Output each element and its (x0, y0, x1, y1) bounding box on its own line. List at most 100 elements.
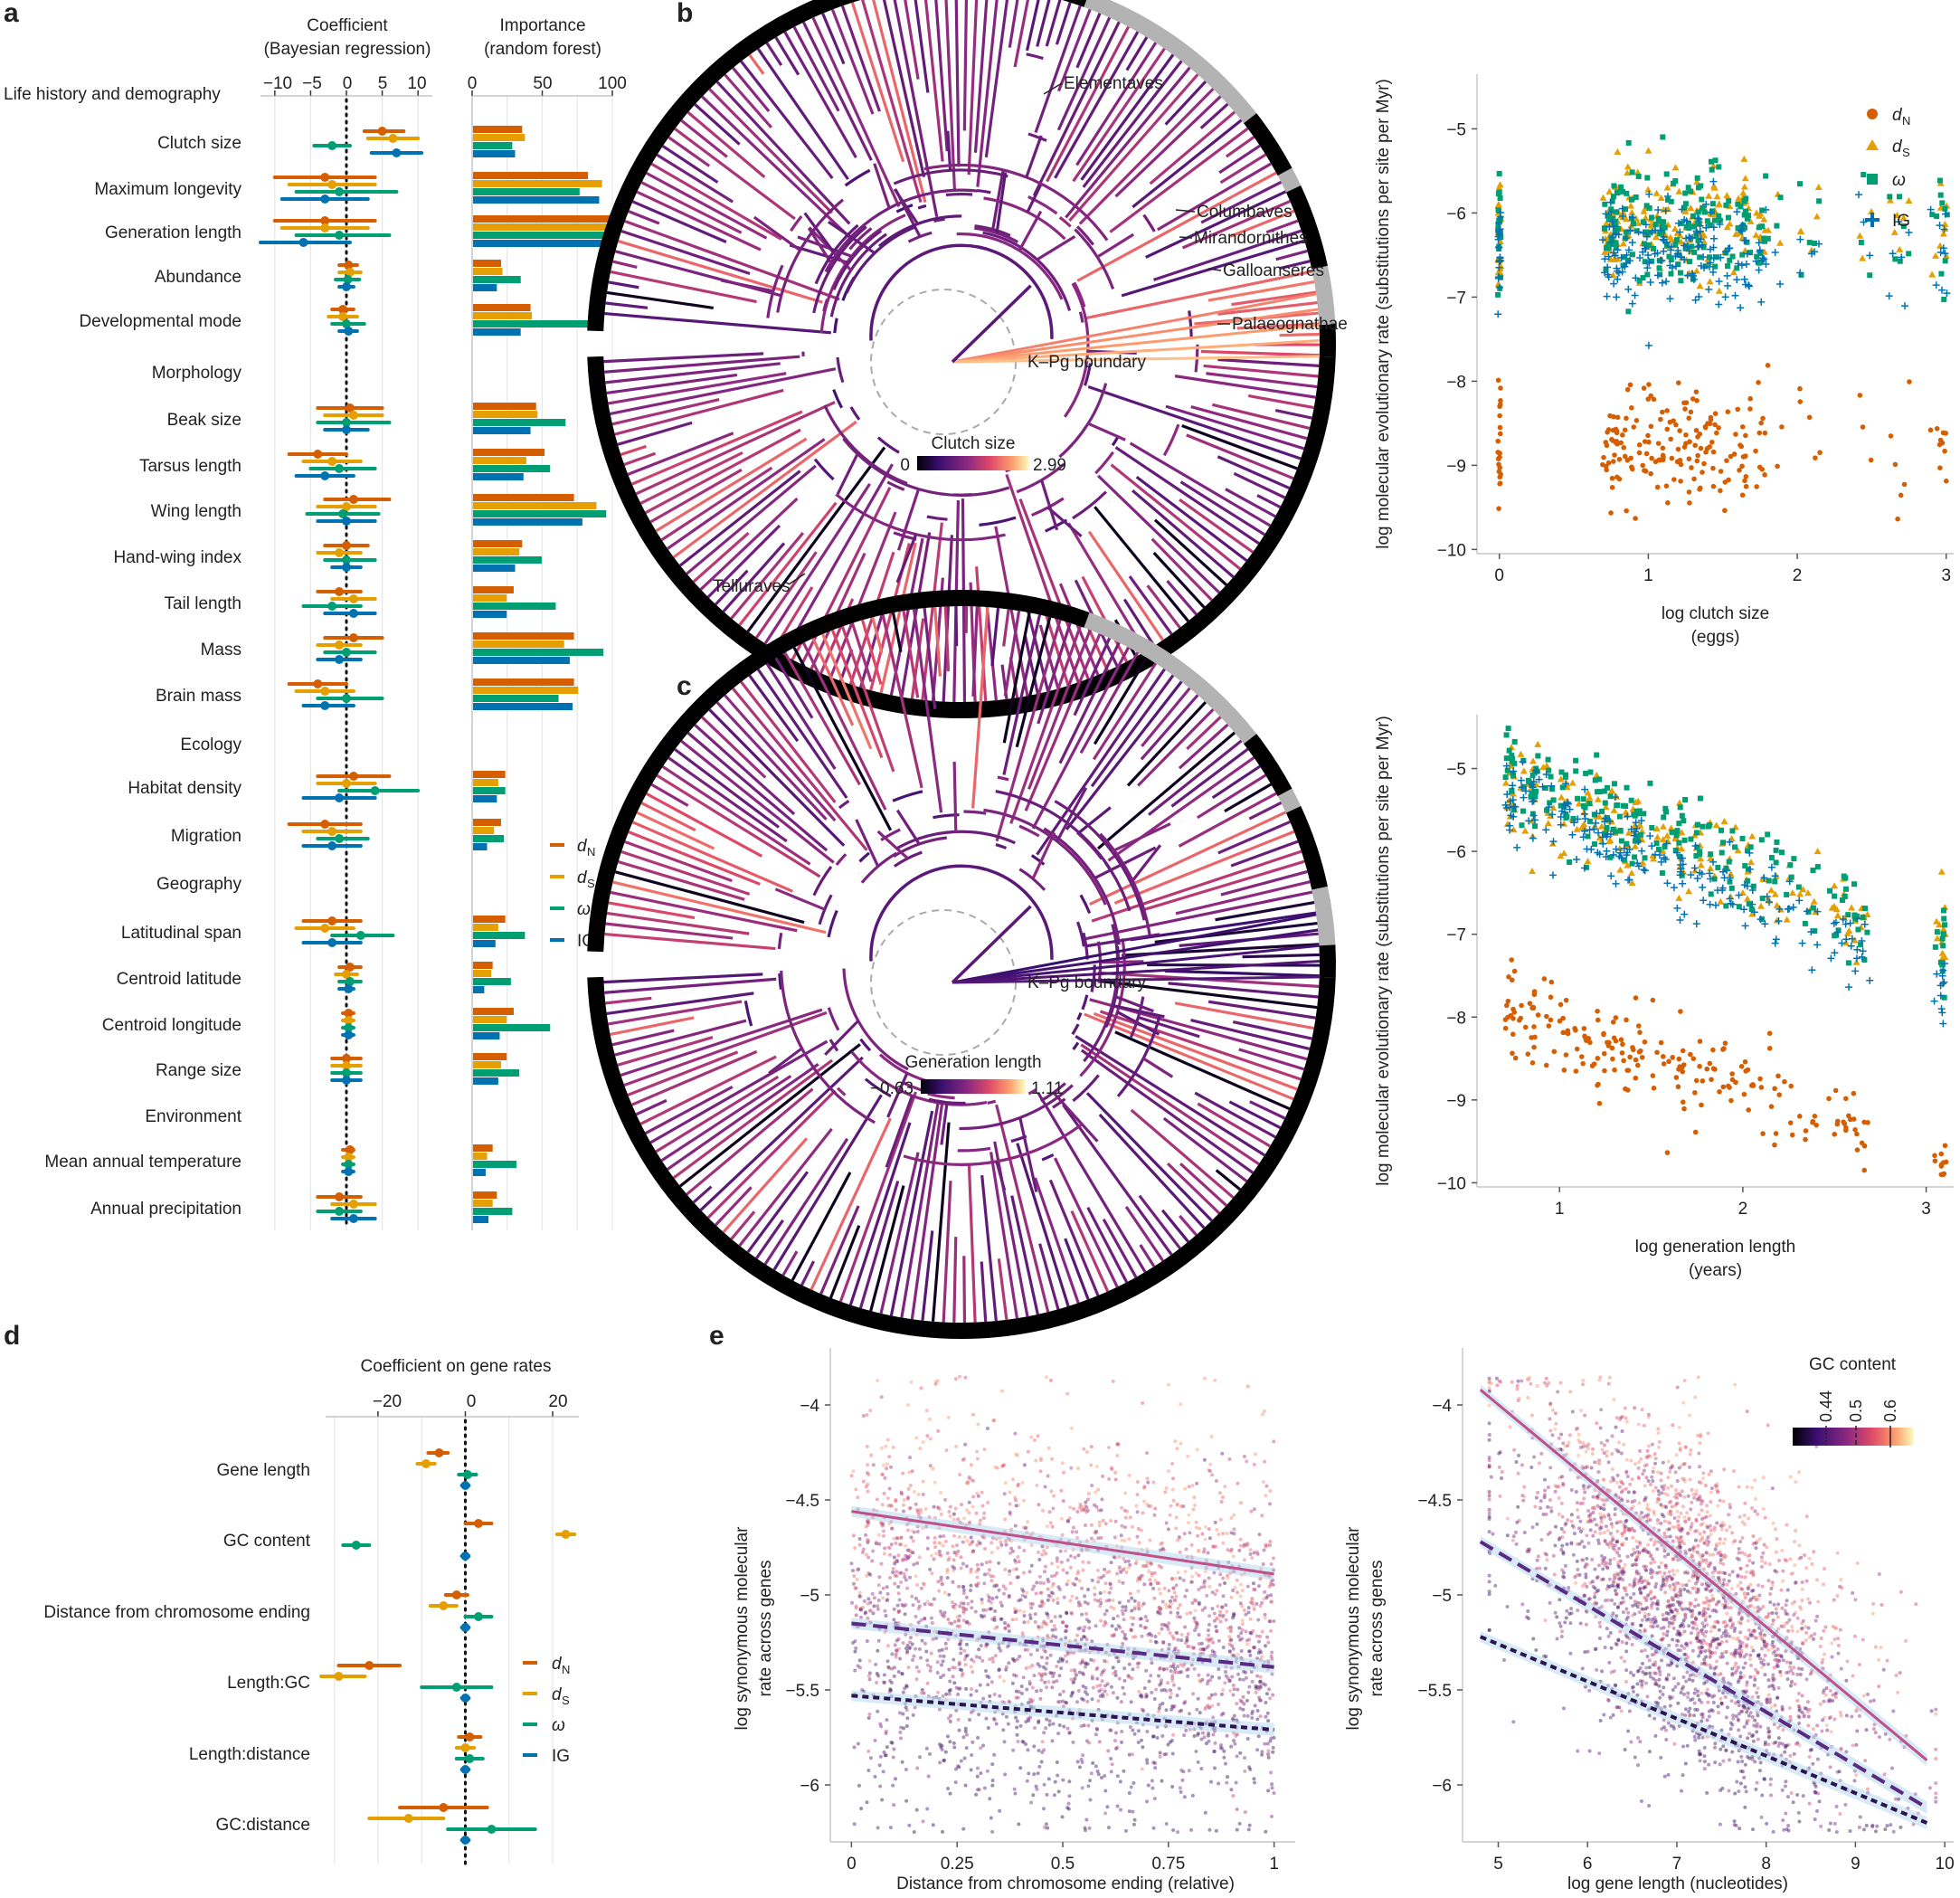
data-point-dN (1510, 1015, 1516, 1021)
colorbar-gradient (917, 456, 1029, 470)
gene-point (1016, 1482, 1020, 1486)
data-point-dN (1937, 465, 1943, 471)
gene-point (1084, 1618, 1089, 1622)
gene-point (941, 1694, 945, 1698)
gene-point (1043, 1825, 1047, 1829)
gene-point (1181, 1770, 1186, 1774)
gene-point (902, 1509, 906, 1514)
gene-point (908, 1484, 913, 1488)
tree-tip-branch (1140, 694, 1199, 761)
gene-point (938, 1534, 942, 1539)
data-point-dN (1938, 1163, 1945, 1169)
data-point-IG (1933, 970, 1941, 978)
gene-point (1176, 1830, 1180, 1835)
gene-point (1237, 1548, 1242, 1552)
gene-point (964, 1642, 969, 1647)
gene-point (1242, 1713, 1246, 1718)
gene-point (1022, 1609, 1027, 1614)
estimate-point (342, 1054, 351, 1063)
data-point-IG (1605, 252, 1613, 261)
gene-point (1199, 1585, 1204, 1590)
gene-point (969, 1768, 973, 1772)
tree-internal-arc (842, 968, 909, 1071)
gene-point (1174, 1583, 1179, 1588)
gene-point (868, 1756, 873, 1760)
gene-point (1215, 1616, 1219, 1620)
data-point-dN (1527, 1001, 1533, 1006)
gene-point (1229, 1637, 1234, 1642)
data-point-dS (1521, 827, 1529, 834)
gene-point (1060, 1658, 1065, 1663)
gene-point (1133, 1561, 1138, 1566)
data-point-dS (1743, 895, 1751, 902)
coef-axis-subtitle: (Bayesian regression) (264, 40, 431, 59)
gene-point (1231, 1611, 1236, 1616)
gene-point (876, 1379, 880, 1383)
clade-ring-segment (1243, 113, 1292, 176)
data-point-dN (1610, 1020, 1616, 1025)
data-point-omega (1682, 797, 1689, 803)
data-point-IG (1621, 262, 1629, 270)
data-point-omega (1694, 175, 1700, 181)
gene-point (1073, 1668, 1077, 1673)
gene-point (1162, 1752, 1167, 1757)
gene-point (1240, 1618, 1245, 1623)
gene-point (1053, 1628, 1057, 1632)
gene-point (1081, 1684, 1085, 1688)
data-point-omega (1642, 241, 1648, 247)
data-point-dS (1692, 267, 1700, 274)
data-point-dN (1686, 456, 1692, 462)
data-point-dS (1591, 822, 1599, 830)
data-point-omega (1636, 278, 1643, 284)
data-point-dN (1595, 1017, 1601, 1023)
gene-point (948, 1791, 952, 1796)
gene-point (1207, 1468, 1212, 1473)
gene-point (1064, 1549, 1068, 1553)
data-point-dS (1528, 868, 1536, 875)
data-point-omega (1812, 240, 1818, 246)
data-point-dN (1648, 393, 1654, 399)
gene-point (851, 1469, 856, 1474)
importance-bar (473, 276, 521, 283)
gene-point (1059, 1560, 1064, 1564)
gene-point (960, 1503, 964, 1507)
gene-point (906, 1556, 911, 1561)
estimate-point (327, 180, 337, 189)
estimate-point (344, 984, 354, 993)
gene-point (1079, 1504, 1084, 1509)
gene-point (992, 1419, 997, 1423)
gene-point (1107, 1446, 1112, 1450)
gene-point (885, 1718, 889, 1722)
gene-point (928, 1751, 933, 1756)
gene-point (1210, 1675, 1215, 1679)
data-point-dN (1712, 411, 1719, 416)
data-point-dN (1796, 1114, 1803, 1119)
gene-point (1220, 1746, 1225, 1751)
tree-tip-branch (1058, 641, 1121, 764)
gene-point (975, 1575, 980, 1580)
row-label: Clutch size (157, 134, 241, 153)
gene-point (1146, 1480, 1150, 1485)
gene-point (895, 1559, 899, 1563)
gene-point (1175, 1447, 1179, 1451)
data-point-IG (1573, 856, 1581, 864)
data-point-omega (1666, 253, 1672, 260)
gene-point (876, 1674, 881, 1678)
gene-point (904, 1708, 909, 1713)
tree-internal-branch (1096, 233, 1135, 259)
gene-point (952, 1741, 956, 1745)
data-point-IG (1698, 241, 1706, 249)
importance-bar (473, 978, 511, 985)
gene-point (990, 1829, 995, 1834)
tree-internal-arc (860, 851, 898, 884)
gene-point (1258, 1684, 1263, 1688)
gene-point (866, 1555, 871, 1560)
data-point-dN (1841, 1119, 1846, 1125)
gene-point (1149, 1582, 1153, 1587)
gene-point (1145, 1502, 1150, 1506)
gene-point (1131, 1667, 1135, 1672)
data-point-omega (1726, 198, 1732, 204)
data-point-dS (1517, 750, 1525, 757)
gene-point (864, 1533, 868, 1537)
tree-tip-branch (738, 501, 838, 626)
